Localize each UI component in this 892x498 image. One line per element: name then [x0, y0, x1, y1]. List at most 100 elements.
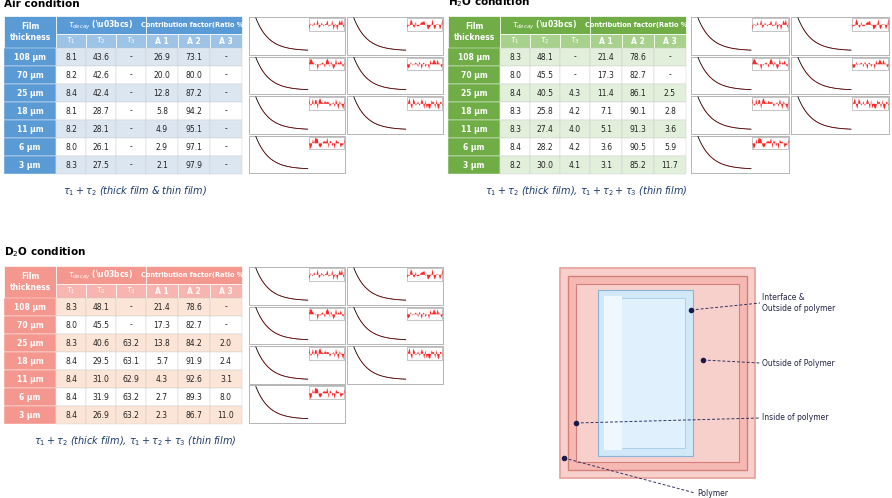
Text: $\tau_{decay}$ (\u03bcs): $\tau_{decay}$ (\u03bcs)	[69, 268, 134, 281]
Bar	[560, 268, 755, 478]
Bar	[210, 370, 242, 388]
Bar	[86, 370, 116, 388]
Bar	[590, 16, 686, 34]
Bar	[210, 388, 242, 406]
Text: Air condition: Air condition	[4, 0, 79, 9]
Text: -: -	[225, 124, 227, 133]
Text: 30.0: 30.0	[536, 160, 554, 169]
Text: 8.3: 8.3	[65, 160, 77, 169]
Bar	[654, 138, 686, 156]
Text: 91.9: 91.9	[186, 357, 202, 366]
Text: 28.2: 28.2	[537, 142, 553, 151]
Text: 28.1: 28.1	[93, 124, 110, 133]
Text: 27.4: 27.4	[537, 124, 553, 133]
Text: 8.0: 8.0	[509, 71, 521, 80]
Text: -: -	[669, 52, 672, 61]
Text: 5.8: 5.8	[156, 107, 168, 116]
Text: 11 μm: 11 μm	[17, 374, 44, 383]
Bar	[116, 298, 146, 316]
Bar	[249, 346, 345, 383]
Text: 31.0: 31.0	[93, 374, 110, 383]
Bar	[407, 307, 442, 320]
Bar	[4, 156, 56, 174]
Text: 6 μm: 6 μm	[20, 142, 41, 151]
Bar	[622, 34, 654, 48]
Text: 2.9: 2.9	[156, 142, 168, 151]
Bar	[4, 266, 56, 298]
Text: 2.3: 2.3	[156, 410, 168, 419]
Text: 82.7: 82.7	[630, 71, 647, 80]
Text: -: -	[225, 52, 227, 61]
Text: 40.5: 40.5	[536, 89, 554, 98]
Text: 8.2: 8.2	[65, 71, 77, 80]
Text: 5.1: 5.1	[600, 124, 612, 133]
Text: A 1: A 1	[155, 36, 169, 45]
Text: -: -	[129, 160, 132, 169]
Bar	[560, 84, 590, 102]
Bar	[86, 48, 116, 66]
Text: -: -	[225, 302, 227, 312]
Bar	[210, 406, 242, 424]
Text: 25 μm: 25 μm	[17, 339, 43, 348]
Text: Outside of Polymer: Outside of Polymer	[762, 359, 835, 368]
Bar	[448, 84, 500, 102]
Bar	[4, 370, 56, 388]
Text: 26.1: 26.1	[93, 142, 110, 151]
Bar	[530, 138, 560, 156]
Bar	[56, 84, 86, 102]
Text: $\tau_2$: $\tau_2$	[96, 286, 106, 296]
Bar	[178, 284, 210, 298]
Text: 29.5: 29.5	[93, 357, 110, 366]
Text: 63.1: 63.1	[122, 357, 139, 366]
Bar	[530, 84, 560, 102]
Text: D$_2$O condition: D$_2$O condition	[4, 245, 86, 259]
Text: 70 μm: 70 μm	[17, 71, 44, 80]
Text: Contribution factor(Ratio %): Contribution factor(Ratio %)	[585, 22, 690, 28]
Bar	[309, 57, 344, 70]
Bar	[210, 352, 242, 370]
Text: 18 μm: 18 μm	[17, 357, 44, 366]
Bar	[4, 352, 56, 370]
Text: 2.7: 2.7	[156, 392, 168, 401]
Bar	[500, 138, 530, 156]
Text: 8.3: 8.3	[65, 339, 77, 348]
Bar	[852, 97, 888, 110]
Bar	[116, 370, 146, 388]
Bar	[500, 102, 530, 120]
Bar	[530, 66, 560, 84]
Text: 8.3: 8.3	[509, 124, 521, 133]
Text: 18 μm: 18 μm	[17, 107, 44, 116]
Bar	[4, 138, 56, 156]
Bar	[86, 66, 116, 84]
Bar	[654, 102, 686, 120]
Bar	[691, 56, 789, 94]
Bar	[576, 284, 739, 462]
Text: A 2: A 2	[187, 36, 201, 45]
Bar	[448, 66, 500, 84]
Bar	[56, 102, 86, 120]
Bar	[210, 298, 242, 316]
Bar	[4, 334, 56, 352]
Text: Inside of polymer: Inside of polymer	[762, 413, 829, 422]
Bar	[4, 102, 56, 120]
Bar	[4, 120, 56, 138]
Bar	[560, 138, 590, 156]
Bar	[178, 84, 210, 102]
Bar	[146, 66, 178, 84]
Bar	[210, 34, 242, 48]
Bar	[116, 388, 146, 406]
Bar	[590, 138, 622, 156]
Bar	[4, 316, 56, 334]
Bar	[590, 102, 622, 120]
Bar	[448, 16, 500, 48]
Text: $\tau_1$: $\tau_1$	[66, 286, 76, 296]
Text: 48.1: 48.1	[93, 302, 110, 312]
Bar	[309, 268, 344, 281]
Bar	[86, 102, 116, 120]
Text: 3.6: 3.6	[600, 142, 612, 151]
Bar	[210, 316, 242, 334]
Bar	[56, 156, 86, 174]
Text: 80.0: 80.0	[186, 71, 202, 80]
Text: -: -	[129, 302, 132, 312]
Bar	[210, 120, 242, 138]
